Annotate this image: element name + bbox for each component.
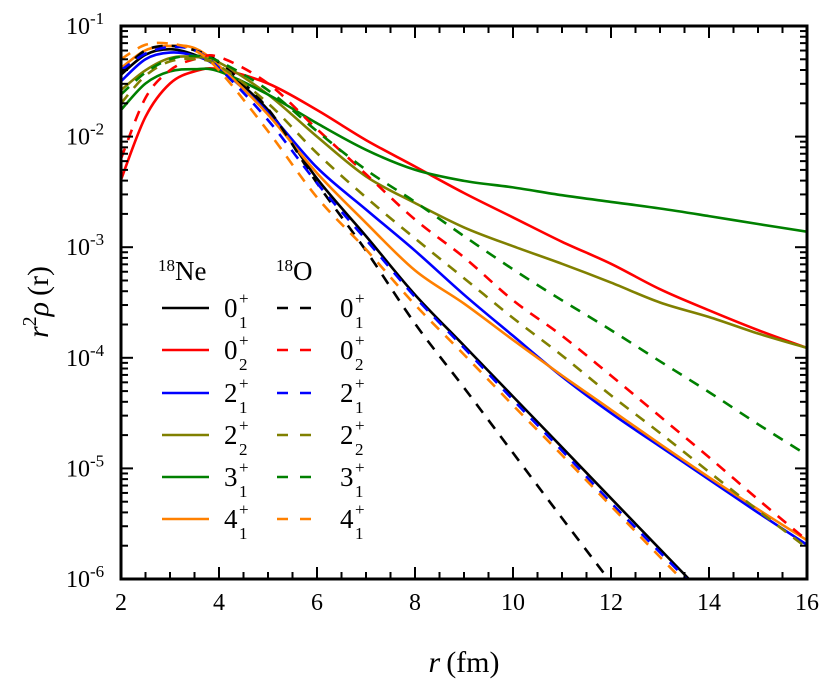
legend-item: 3 +1 [162,458,249,501]
legend-label-index: 2 [355,440,364,459]
legend-label-index: 1 [239,482,248,501]
legend-label-j: 2 [224,378,238,408]
legend-label-j: 0 [224,293,238,323]
series-line-18ne-4-1 [121,44,807,542]
y-axis-label: r2ρ(r) [19,266,55,338]
curves [121,41,807,579]
legend-label-index: 2 [239,440,248,459]
legend-label-parity: + [239,374,249,393]
legend-item: 4 +1 [162,500,249,543]
legend-label-j: 2 [340,378,354,408]
legend-label-j: 0 [224,335,238,365]
legend-item: 2 +2 [277,416,365,459]
legend-label-parity: + [239,458,249,477]
series-line-18ne-0-2 [121,67,807,350]
legend-item: 2 +2 [162,416,249,459]
series-line-18ne-0-1 [121,47,691,579]
series-line-18o-4-1 [121,41,684,579]
series-line-18o-2-2 [121,57,807,549]
legend-item: 0 +2 [277,331,365,374]
legend-label-index: 1 [239,524,248,543]
legend-label-parity: + [355,458,365,477]
y-tick-label: 10-2 [66,120,104,151]
x-tick-label: 6 [311,590,323,616]
legend-label-parity: + [239,416,249,435]
x-tick-label: 12 [599,590,623,616]
series-line-18ne-2-2 [121,55,807,350]
x-tick-label: 10 [501,590,525,616]
x-tick-label: 14 [697,590,721,616]
x-tick-labels: 2 4 6 8 10 12 14 16 [115,590,819,616]
series-line-18o-3-1 [121,54,807,457]
x-tick-label: 4 [213,590,225,616]
legend-label-parity: + [239,289,249,308]
legend-label-j: 4 [224,504,238,534]
legend-label-parity: + [355,416,365,435]
legend-header: 18O [276,256,313,286]
legend-label-index: 1 [239,398,248,417]
legend-label-index: 1 [355,482,364,501]
legend-label-parity: + [239,500,249,519]
plot-frame [119,24,809,581]
legend-label-index: 2 [239,355,248,374]
legend-item: 2 +1 [162,374,249,417]
legend-label-index: 1 [355,524,364,543]
legend-label-j: 0 [340,335,354,365]
series-line-18o-2-1 [121,45,689,579]
legend-label-parity: + [239,331,249,350]
legend-item: 3 +1 [277,458,365,501]
series-line-18o-0-1 [121,44,610,579]
legend-label-index: 1 [239,313,248,332]
y-tick-label: 10-3 [66,230,104,261]
legend-label-j: 3 [340,462,354,492]
legend-label-j: 4 [340,504,354,534]
legend-item: 0 +1 [277,289,365,332]
legend-label-j: 0 [340,293,354,323]
legend-label-j: 2 [340,420,354,450]
x-tick-label: 2 [115,590,127,616]
legend-label-index: 1 [355,313,364,332]
x-tick-label: 16 [795,590,819,616]
y-tick-label: 10-1 [66,9,104,40]
legend-label-parity: + [355,500,365,519]
y-tick-labels: 10-1 10-2 10-3 10-4 10-5 10-6 [66,9,105,593]
y-tick-label: 10-4 [66,341,105,372]
series-line-18ne-3-1 [121,67,807,233]
legend-label-parity: + [355,374,365,393]
legend-label-index: 2 [355,355,364,374]
y-tick-label: 10-5 [66,451,104,482]
legend-label-parity: + [355,331,365,350]
legend-label-j: 2 [224,420,238,450]
legend-item: 0 +1 [162,289,249,332]
legend-label-j: 3 [224,462,238,492]
legend-item: 0 +2 [162,331,249,374]
legend-header: 18Ne [158,256,206,286]
legend-label-parity: + [355,289,365,308]
legend-label-index: 1 [355,398,364,417]
x-axis-label: r (fm) [429,646,500,679]
x-tick-label: 8 [409,590,421,616]
legend-item: 4 +1 [277,500,365,543]
series-line-18o-0-2 [121,54,807,542]
y-tick-label: 10-6 [66,562,104,593]
legend-item: 2 +1 [277,374,365,417]
